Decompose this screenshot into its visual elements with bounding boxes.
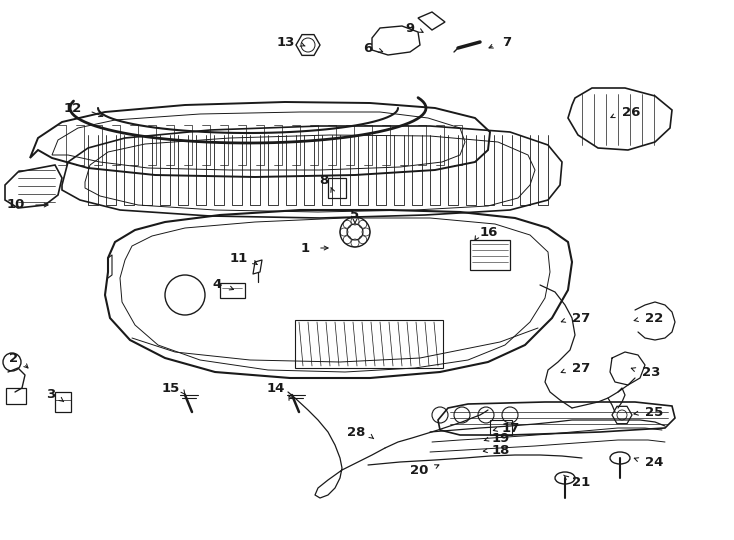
Text: 2: 2 (9, 352, 18, 365)
Bar (220, 283, 245, 298)
Text: 3: 3 (46, 388, 55, 402)
Text: 1: 1 (301, 241, 310, 254)
Text: 27: 27 (572, 361, 590, 375)
Text: 19: 19 (492, 431, 510, 444)
Bar (55, 392, 71, 412)
Text: 5: 5 (350, 208, 360, 221)
Text: 25: 25 (645, 406, 664, 419)
Bar (490, 420, 512, 435)
Text: 18: 18 (492, 443, 510, 456)
Text: 7: 7 (502, 36, 511, 49)
Text: 14: 14 (266, 381, 285, 395)
Text: 12: 12 (64, 102, 82, 114)
Bar (328, 178, 346, 198)
Text: 24: 24 (645, 456, 664, 469)
Bar (470, 240, 510, 270)
Text: 17: 17 (502, 422, 520, 435)
Text: 28: 28 (346, 426, 365, 438)
Text: 11: 11 (230, 252, 248, 265)
Text: 6: 6 (363, 42, 372, 55)
Text: 9: 9 (406, 22, 415, 35)
Text: 23: 23 (642, 366, 661, 379)
Text: 4: 4 (213, 279, 222, 292)
Text: 8: 8 (319, 173, 328, 186)
Text: 26: 26 (622, 105, 640, 118)
Text: 27: 27 (572, 312, 590, 325)
Text: 21: 21 (572, 476, 590, 489)
Text: 16: 16 (480, 226, 498, 239)
Text: 15: 15 (161, 381, 180, 395)
Bar (295, 320, 443, 368)
Bar (6, 388, 26, 404)
Text: 10: 10 (7, 199, 25, 212)
Text: 20: 20 (410, 463, 428, 476)
Text: 13: 13 (277, 36, 295, 49)
Text: 22: 22 (645, 312, 664, 325)
